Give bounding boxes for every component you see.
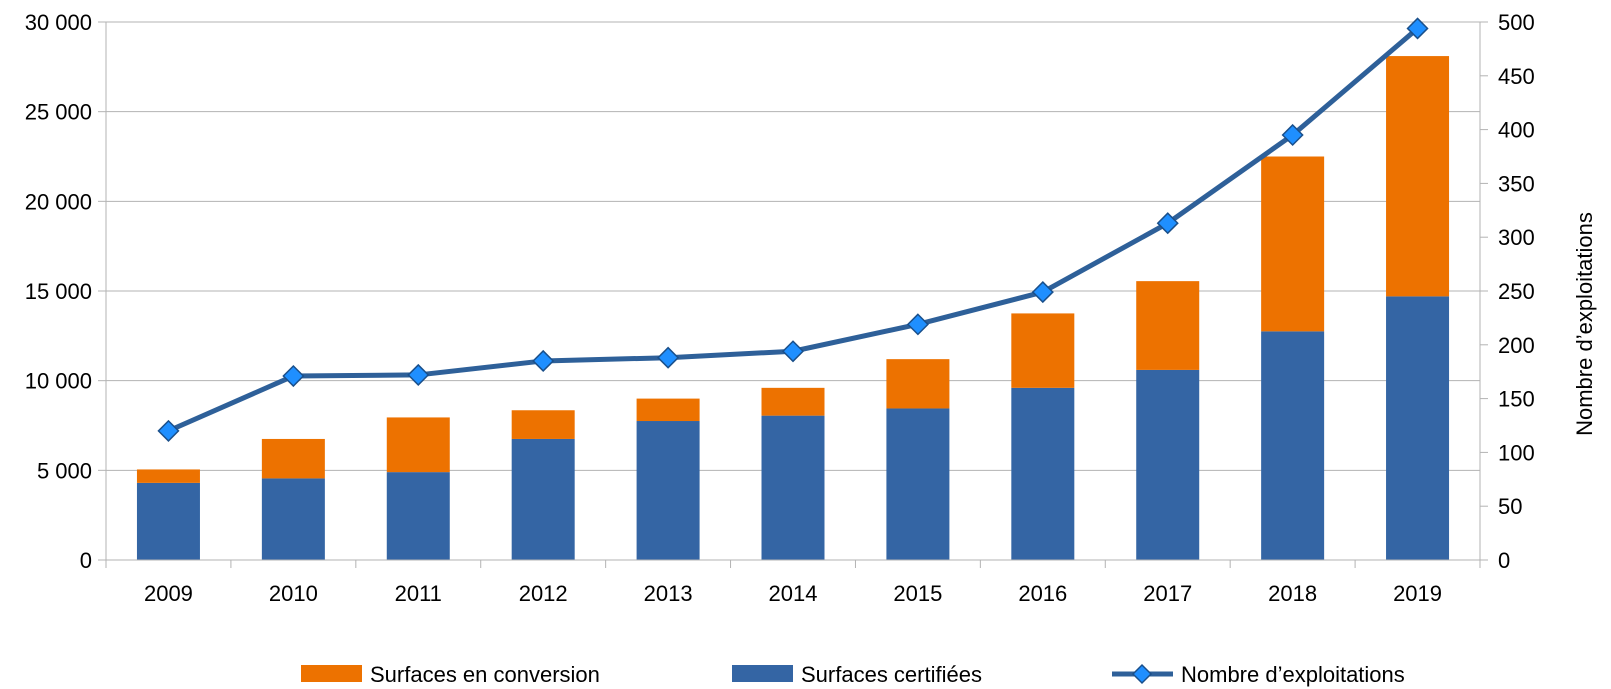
bar-certifiees	[886, 408, 950, 560]
y-right-tick-label: 300	[1498, 225, 1535, 250]
y-right-axis-label: Nombre d’exploitations	[1572, 212, 1597, 436]
bar-conversion	[886, 359, 950, 409]
bar-certifiees	[1136, 369, 1200, 560]
line-point-marker	[282, 364, 305, 388]
bar-certifiees	[1011, 387, 1075, 560]
bar-conversion	[1136, 281, 1200, 370]
x-tick-label: 2014	[769, 581, 818, 606]
bar-conversion	[761, 387, 825, 416]
line-point-marker	[781, 340, 805, 363]
y-right-tick-label: 450	[1498, 64, 1535, 89]
line-point-marker	[1281, 123, 1304, 147]
legend-swatch-certifiees	[732, 665, 793, 682]
line-point-marker	[532, 349, 555, 373]
bar-conversion	[1386, 56, 1450, 297]
y-right-tick-label: 200	[1498, 333, 1535, 358]
bar-certifiees	[511, 438, 575, 560]
y-right-tick-label: 500	[1498, 10, 1535, 35]
legend: Surfaces en conversion Surfaces certifiée…	[301, 662, 1405, 687]
gridlines	[106, 21, 1480, 471]
bar-certifiees	[1261, 331, 1325, 560]
bar-conversion	[1261, 156, 1325, 332]
y-left-tick-label: 30 000	[25, 10, 92, 35]
y-right-tick-label: 50	[1498, 494, 1522, 519]
y-right-tick-label: 150	[1498, 387, 1535, 412]
x-tick-label: 2017	[1143, 581, 1192, 606]
legend-marker-exploitations	[1131, 663, 1153, 685]
bar-certifiees	[761, 415, 825, 560]
x-tick-label: 2009	[144, 581, 193, 606]
y-left-tick-label: 0	[80, 548, 92, 573]
legend-label-conversion: Surfaces en conversion	[370, 662, 600, 687]
bar-conversion	[386, 417, 450, 473]
x-tick-label: 2013	[644, 581, 693, 606]
y-right-tick-label: 400	[1498, 118, 1535, 143]
bar-conversion	[1011, 313, 1075, 388]
legend-swatch-conversion	[301, 665, 362, 682]
line-point-marker	[407, 363, 430, 386]
y-left-tick-label: 25 000	[25, 100, 92, 125]
y-right-tick-label: 100	[1498, 440, 1535, 465]
x-tick-label: 2012	[519, 581, 568, 606]
line-point-marker	[1031, 281, 1054, 304]
bar-certifiees	[261, 478, 325, 560]
bar-conversion	[636, 398, 700, 422]
line-point-marker	[906, 313, 929, 336]
line-point-marker	[1156, 212, 1179, 235]
y-left-tick-label: 15 000	[25, 279, 92, 304]
bars	[136, 56, 1450, 560]
line-point-marker	[657, 346, 680, 369]
line-exploitations	[167, 26, 1420, 434]
x-tick-label: 2018	[1268, 581, 1317, 606]
legend-label-certifiees: Surfaces certifiées	[801, 662, 982, 687]
x-tick-label: 2015	[893, 581, 942, 606]
y-right-tick-label: 0	[1498, 548, 1510, 573]
y-left-tick-label: 10 000	[25, 369, 92, 394]
bar-conversion	[136, 469, 200, 483]
bar-certifiees	[1386, 296, 1450, 560]
x-tick-label: 2019	[1393, 581, 1442, 606]
y-left-tick-label: 20 000	[25, 189, 92, 214]
legend-label-exploitations: Nombre d’exploitations	[1181, 662, 1405, 687]
bar-certifiees	[386, 472, 450, 560]
line-series	[157, 17, 1429, 442]
line-point-marker	[1406, 17, 1429, 40]
bar-conversion	[511, 410, 575, 439]
bar-certifiees	[636, 421, 700, 560]
y-right-tick-label: 350	[1498, 171, 1535, 196]
x-tick-label: 2011	[395, 581, 442, 606]
y-left-tick-label: 5 000	[37, 458, 92, 483]
bar-conversion	[261, 438, 325, 479]
axes	[98, 21, 1488, 568]
x-tick-label: 2010	[269, 581, 318, 606]
x-tick-label: 2016	[1018, 581, 1067, 606]
y-right-tick-label: 250	[1498, 279, 1535, 304]
bar-certifiees	[136, 482, 200, 560]
tick-labels: 0 5 000 10 000 15 000 20 000 25 000 30 000 0 50 1…	[25, 10, 1535, 606]
line-point-marker	[157, 419, 180, 442]
